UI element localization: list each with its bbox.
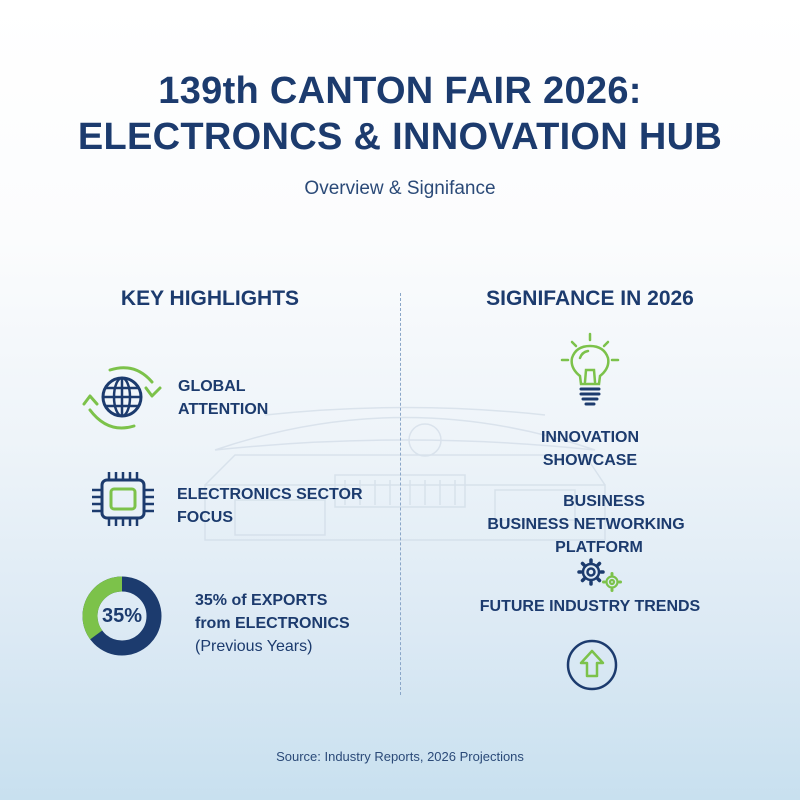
highlight-line-3: (Previous Years) (195, 638, 313, 655)
highlight-electronics-focus: ELECTRONICS SECTOR FOCUS (177, 483, 363, 529)
significance-heading: SIGNIFANCE IN 2026 (486, 287, 694, 310)
title-line-2: ELECTRONCS & INNOVATION HUB (77, 116, 723, 158)
column-divider (400, 293, 401, 695)
highlight-line-1: 35% of EXPORTS (195, 592, 328, 609)
highlight-line-1: GLOBAL (178, 378, 246, 395)
arrow-up-circle-icon (566, 639, 618, 691)
significance-line-2: SHOWCASE (542, 452, 638, 469)
highlight-line-2: from ELECTRONICS (195, 615, 350, 632)
donut-percent-label: 35% (101, 604, 143, 627)
lightbulb-icon (560, 332, 620, 406)
donut-chart-icon: 35% (81, 575, 163, 657)
microchip-icon (92, 472, 154, 526)
page-title: 139th CANTON FAIR 2026: ELECTRONCS & INN… (0, 68, 800, 160)
significance-line-2: BUSINESS NETWORKING (487, 516, 685, 533)
gears-icon (577, 558, 622, 592)
significance-innovation-showcase: INNOVATION SHOWCASE (470, 426, 710, 472)
highlight-exports: 35% of EXPORTS from ELECTRONICS (Previou… (195, 589, 350, 658)
globe-rotate-icon (82, 366, 162, 430)
significance-line-1: BUSINESS (563, 493, 645, 510)
significance-line-3: PLATFORM (555, 539, 643, 556)
exhibition-hall-illustration (204, 406, 606, 541)
significance-business-networking: BUSINESS BUSINESS NETWORKING PLATFORM (460, 490, 730, 559)
highlight-line-2: ATTENTION (178, 401, 269, 418)
key-highlights-heading: KEY HIGHLIGHTS (120, 287, 300, 310)
title-line-1: 139th CANTON FAIR 2026: (158, 70, 642, 112)
source-note: Source: Industry Reports, 2026 Projectio… (276, 749, 524, 764)
significance-line-1: INNOVATION (540, 429, 640, 446)
page-subtitle: Overview & Signifance (304, 178, 496, 199)
highlight-line-2: FOCUS (177, 509, 233, 526)
significance-future-trends: FUTURE INDUSTRY TRENDS (479, 598, 701, 615)
highlight-global-attention: GLOBAL ATTENTION (178, 375, 268, 421)
highlight-line-1: ELECTRONICS SECTOR (177, 486, 363, 503)
